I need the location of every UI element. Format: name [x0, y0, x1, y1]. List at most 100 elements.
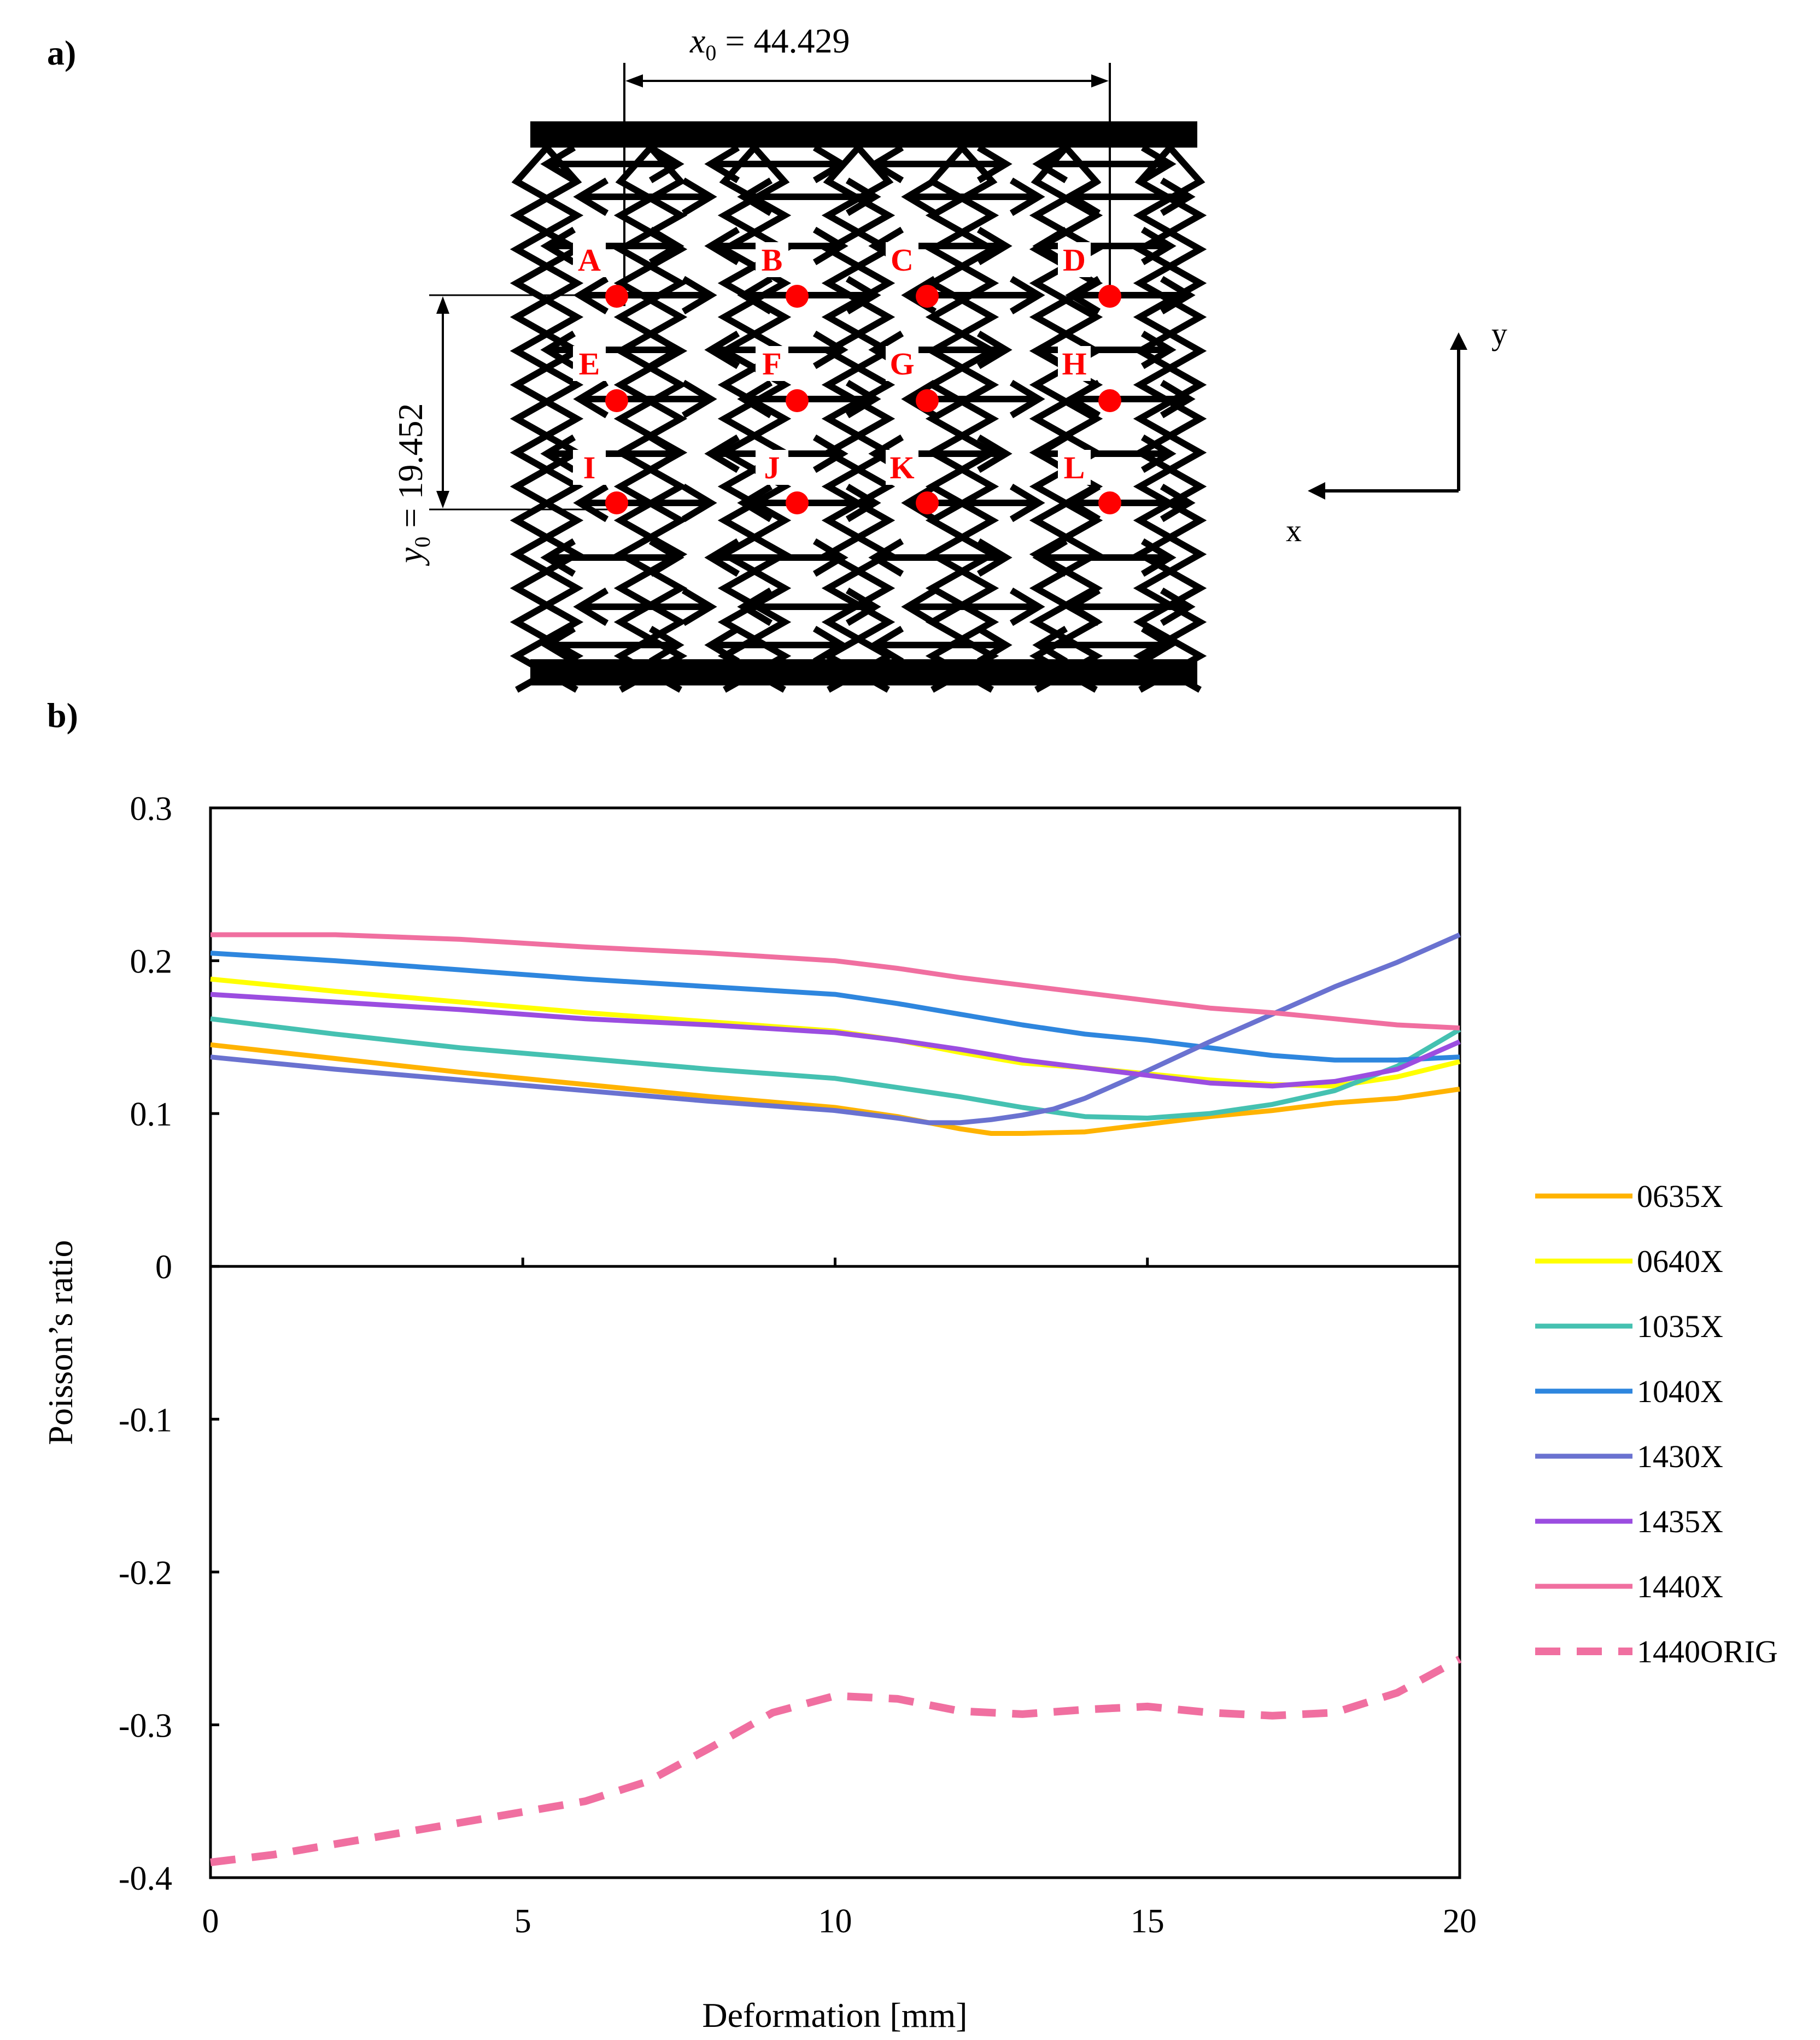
- lattice-zigzag: [717, 145, 792, 693]
- lattice-structure: [510, 121, 1207, 693]
- x0-value: = 44.429: [716, 21, 850, 60]
- x-tick-label: 0: [202, 1903, 219, 1940]
- y-axis-title: Poisson’s ratio: [41, 1240, 80, 1445]
- y-tick-label: 0.2: [130, 943, 173, 981]
- lattice-chevron: [812, 434, 848, 473]
- lattice-chevron: [845, 483, 881, 523]
- lattice-zigzag: [925, 145, 999, 693]
- legend-label-1435x: 1435X: [1637, 1504, 1723, 1539]
- lattice-chevron: [681, 275, 717, 315]
- lattice-chevron: [976, 538, 1013, 577]
- coordinate-axes: y x: [1286, 316, 1507, 548]
- lattice-chevron: [737, 177, 773, 216]
- measurement-point-g: [916, 389, 939, 412]
- lattice-chevron: [1009, 177, 1045, 216]
- point-label-backdrop: [573, 450, 606, 485]
- lattice-zigzag: [1133, 145, 1207, 693]
- plot-frame: [209, 806, 1461, 1879]
- y-tick-label: 0.3: [130, 790, 173, 828]
- x0-arrowhead-right: [1091, 74, 1109, 87]
- y-tick-label: -0.4: [119, 1860, 172, 1897]
- lattice-chevron: [737, 483, 773, 523]
- x-axis-title: Deformation [mm]: [702, 1996, 967, 2035]
- lattice-chevron: [1140, 144, 1177, 184]
- lattice-chevron: [1160, 177, 1196, 216]
- legend-label-1035x: 1035X: [1637, 1309, 1723, 1344]
- lattice-zigzag: [613, 145, 688, 693]
- point-label-backdrop: [756, 346, 788, 381]
- series-line-1035x: [210, 1016, 1461, 1121]
- x0-dimension-label: x0 = 44.429: [689, 21, 850, 65]
- legend-label-1040x: 1040X: [1637, 1374, 1723, 1409]
- lattice-zigzag: [821, 145, 896, 693]
- measurement-point-f: [786, 389, 809, 412]
- lattice-chevron: [540, 144, 576, 184]
- panel-b-label: b): [47, 696, 78, 735]
- lattice-chevron: [737, 587, 773, 626]
- y-axis-ticks: 0.3 0.2 0.1 0 -0.1 -0.2 -0.3 -0.4: [119, 790, 219, 1897]
- y-tick-label: -0.1: [119, 1402, 172, 1439]
- series-line-1440orig: [210, 1656, 1462, 1866]
- measurement-point-k: [916, 491, 939, 514]
- lattice-chevron: [1160, 483, 1196, 523]
- x-axis-ticks: 0 5 10 15 20: [202, 1257, 1477, 1940]
- lattice-chevron: [704, 538, 740, 577]
- lattice-chevron: [1009, 275, 1045, 315]
- x0-arrowhead-left: [625, 74, 643, 87]
- lattice-chevron: [573, 275, 609, 315]
- point-label-f: F: [762, 346, 781, 382]
- lattice-chevron: [812, 538, 848, 577]
- lattice-chevron: [573, 483, 609, 523]
- chart: 0.3 0.2 0.1 0 -0.1 -0.2 -0.3 -0.4 0 5 10 15 20 Defo…: [41, 790, 1778, 2035]
- y0-dimension-label: y0 = 19.452: [391, 403, 435, 567]
- legend-label-1440orig: 1440ORIG: [1637, 1634, 1778, 1669]
- series-line-0635x: [210, 1042, 1460, 1136]
- x0-symbol: x: [689, 21, 705, 60]
- lattice-chevron: [1160, 275, 1196, 315]
- x0-dimension: x0 = 44.429: [623, 21, 1111, 306]
- lattice-zigzag: [613, 145, 688, 693]
- measurement-point-l: [1098, 491, 1121, 514]
- lattice-chevron: [976, 434, 1013, 473]
- point-label-g: G: [889, 346, 914, 382]
- lattice-chevron: [976, 226, 1013, 266]
- point-label-backdrop: [886, 450, 918, 485]
- top-plate: [530, 121, 1197, 148]
- point-label-backdrop: [756, 450, 788, 485]
- point-label-backdrop: [886, 346, 918, 381]
- lattice-zigzag: [1133, 145, 1207, 693]
- panel-a: a) x0 = 44.429 y0 = 19.452 A B C DE F G HI J K L: [47, 21, 1507, 693]
- lattice-chevron: [1009, 483, 1045, 523]
- series-line-1435x: [210, 992, 1461, 1089]
- lattice-chevron: [812, 330, 848, 370]
- point-label-backdrop: [756, 242, 788, 277]
- point-label-b: B: [762, 242, 783, 278]
- x-tick-label: 5: [514, 1903, 531, 1940]
- point-label-backdrop: [886, 242, 918, 277]
- y-tick-label: 0.1: [130, 1096, 173, 1133]
- point-label-a: A: [578, 242, 601, 278]
- legend-label-1440x: 1440X: [1637, 1569, 1723, 1604]
- lattice-chevron: [681, 587, 717, 626]
- lattice-chevron: [812, 226, 848, 266]
- y0-subscript: 0: [410, 537, 435, 548]
- point-label-j: J: [764, 450, 780, 485]
- legend-label-1430x: 1430X: [1637, 1439, 1723, 1474]
- lattice-chevron: [704, 226, 740, 266]
- measurement-point-h: [1098, 389, 1121, 412]
- measurement-point-c: [916, 285, 939, 308]
- lattice-chevron: [976, 330, 1013, 370]
- lattice-chevron: [845, 177, 881, 216]
- x-tick-label: 10: [818, 1903, 852, 1940]
- lattice-chevron: [681, 483, 717, 523]
- lattice-chevron: [681, 177, 717, 216]
- lattice-zigzag: [821, 145, 896, 693]
- point-label-backdrop: [573, 242, 606, 277]
- y0-arrowhead-bottom: [436, 491, 449, 508]
- y0-value: = 19.452: [391, 403, 430, 537]
- y0-symbol: y: [391, 547, 430, 566]
- legend-label-0640x: 0640X: [1637, 1244, 1723, 1279]
- point-label-backdrop: [1058, 346, 1091, 381]
- series-lines: [210, 932, 1462, 1866]
